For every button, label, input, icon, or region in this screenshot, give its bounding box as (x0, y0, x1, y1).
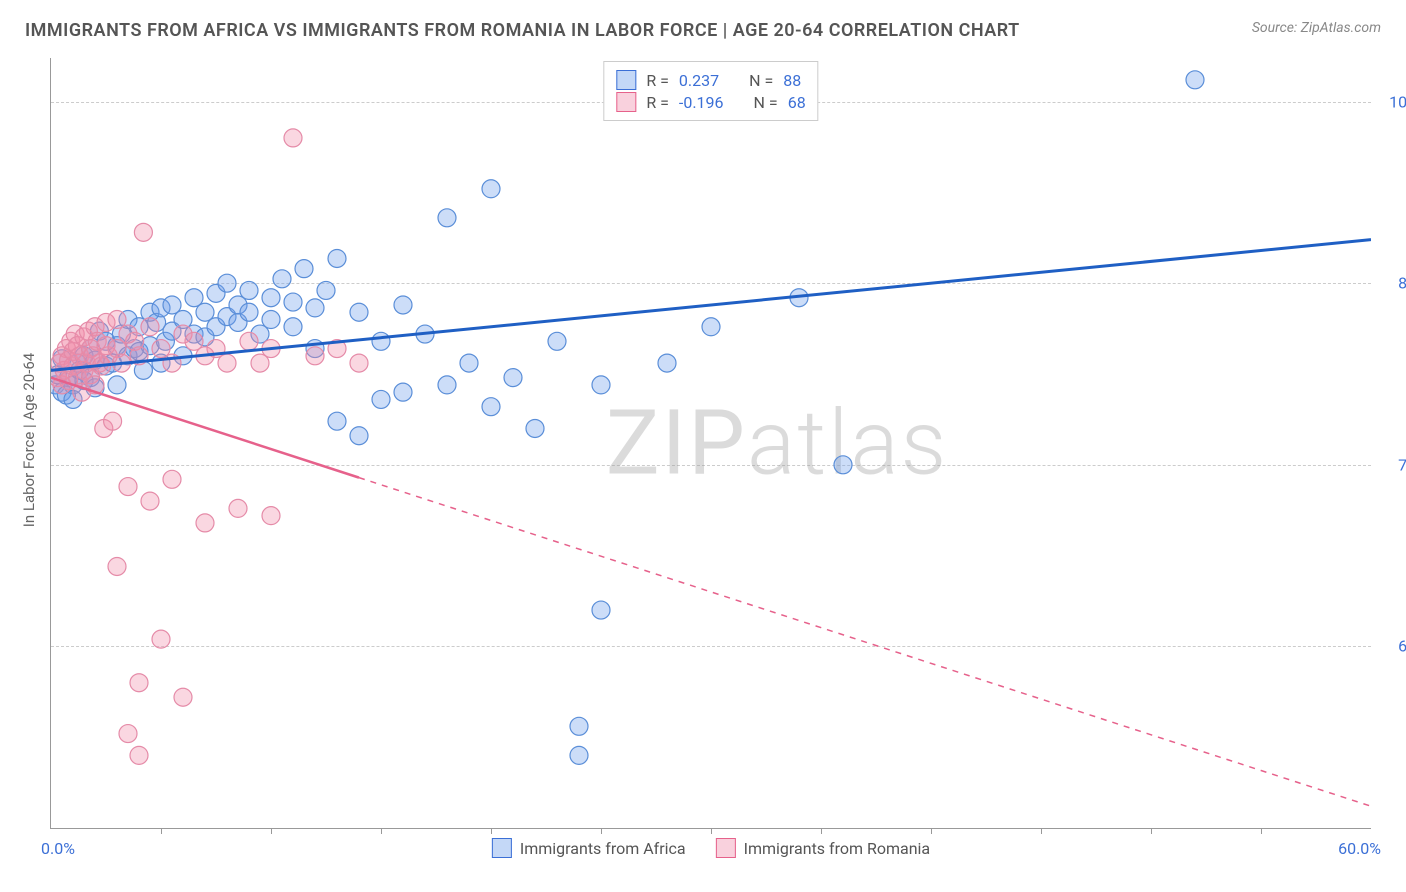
scatter-point-africa (284, 293, 302, 311)
scatter-point-africa (317, 281, 335, 299)
scatter-point-romania (104, 412, 122, 430)
scatter-point-africa (350, 303, 368, 321)
scatter-svg (51, 58, 1371, 828)
swatch-pink-icon (616, 92, 636, 112)
scatter-point-romania (174, 688, 192, 706)
scatter-point-romania (229, 499, 247, 517)
scatter-point-africa (240, 303, 258, 321)
x-tick (1041, 828, 1042, 834)
x-tick (821, 828, 822, 834)
scatter-point-africa (702, 318, 720, 336)
legend-row-africa: R = 0.237 N = 88 (616, 70, 805, 90)
scatter-point-africa (240, 281, 258, 299)
scatter-point-africa (394, 296, 412, 314)
scatter-point-africa (570, 717, 588, 735)
scatter-point-romania (119, 478, 137, 496)
scatter-point-romania (141, 318, 159, 336)
x-tick (381, 828, 382, 834)
scatter-point-romania (108, 557, 126, 575)
x-tick (1151, 828, 1152, 834)
trend-line-dashed-romania (359, 478, 1371, 807)
scatter-point-africa (262, 289, 280, 307)
scatter-point-africa (570, 746, 588, 764)
source-attribution: Source: ZipAtlas.com (1252, 20, 1381, 36)
scatter-point-africa (284, 318, 302, 336)
scatter-point-africa (262, 311, 280, 329)
y-axis-label: In Labor Force | Age 20-64 (20, 353, 38, 527)
scatter-point-romania (284, 129, 302, 147)
swatch-blue-icon (492, 838, 512, 858)
y-tick-label: 75.0% (1381, 455, 1406, 474)
scatter-point-africa (526, 419, 544, 437)
scatter-point-africa (548, 332, 566, 350)
scatter-point-africa (350, 427, 368, 445)
legend-row-romania: R = -0.196 N = 68 (616, 92, 805, 112)
x-axis-min-label: 0.0% (41, 839, 75, 858)
scatter-point-africa (438, 209, 456, 227)
scatter-point-africa (394, 383, 412, 401)
series-legend: Immigrants from Africa Immigrants from R… (492, 838, 930, 858)
scatter-point-africa (504, 369, 522, 387)
scatter-point-africa (592, 376, 610, 394)
scatter-point-romania (141, 492, 159, 510)
x-tick (271, 828, 272, 834)
scatter-point-romania (350, 354, 368, 372)
scatter-point-romania (134, 223, 152, 241)
scatter-point-romania (196, 514, 214, 532)
x-tick (601, 828, 602, 834)
y-tick-label: 87.5% (1381, 274, 1406, 293)
scatter-point-romania (163, 470, 181, 488)
scatter-point-africa (592, 601, 610, 619)
legend-item-romania: Immigrants from Romania (716, 838, 931, 858)
x-tick (711, 828, 712, 834)
scatter-point-africa (372, 332, 390, 350)
scatter-point-africa (1186, 71, 1204, 89)
x-tick (931, 828, 932, 834)
scatter-point-africa (328, 412, 346, 430)
scatter-point-africa (273, 270, 291, 288)
correlation-legend: R = 0.237 N = 88 R = -0.196 N = 68 (603, 61, 818, 121)
scatter-point-romania (218, 354, 236, 372)
y-tick-label: 100.0% (1381, 92, 1406, 111)
scatter-point-africa (438, 376, 456, 394)
scatter-point-africa (295, 260, 313, 278)
scatter-point-africa (108, 376, 126, 394)
scatter-point-romania (130, 674, 148, 692)
scatter-point-africa (372, 390, 390, 408)
scatter-point-africa (658, 354, 676, 372)
scatter-point-romania (306, 347, 324, 365)
y-tick-label: 62.5% (1381, 637, 1406, 656)
scatter-point-africa (460, 354, 478, 372)
x-tick (491, 828, 492, 834)
x-tick (161, 828, 162, 834)
scatter-point-africa (218, 274, 236, 292)
scatter-point-romania (130, 746, 148, 764)
scatter-point-romania (262, 507, 280, 525)
scatter-point-africa (328, 249, 346, 267)
swatch-blue-icon (616, 70, 636, 90)
scatter-point-africa (306, 299, 324, 317)
scatter-point-africa (834, 456, 852, 474)
scatter-point-africa (482, 398, 500, 416)
chart-container: IMMIGRANTS FROM AFRICA VS IMMIGRANTS FRO… (0, 0, 1406, 892)
chart-title: IMMIGRANTS FROM AFRICA VS IMMIGRANTS FRO… (25, 20, 1020, 41)
scatter-point-romania (119, 725, 137, 743)
scatter-point-romania (240, 332, 258, 350)
plot-area: ZIPatlas R = 0.237 N = 88 R = -0.196 N =… (50, 58, 1371, 829)
scatter-point-romania (152, 630, 170, 648)
swatch-pink-icon (716, 838, 736, 858)
legend-item-africa: Immigrants from Africa (492, 838, 686, 858)
scatter-point-africa (482, 180, 500, 198)
x-tick (1261, 828, 1262, 834)
x-axis-max-label: 60.0% (1338, 839, 1381, 858)
